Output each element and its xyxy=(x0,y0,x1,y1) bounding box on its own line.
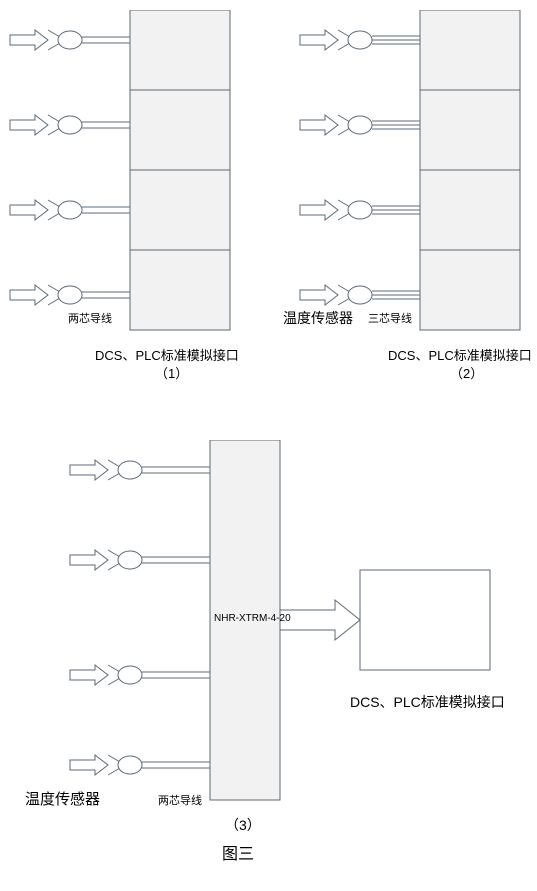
diagram-number: （1） xyxy=(155,363,188,382)
sensor-body xyxy=(58,31,82,49)
sensor-row xyxy=(300,30,420,50)
diagram-3 xyxy=(60,440,530,850)
caption: DCS、PLC标准模拟接口 xyxy=(388,345,532,364)
diagram-number: （3） xyxy=(225,815,261,835)
diagram-number: （2） xyxy=(450,363,483,382)
module-label: NHR-XTRM-4-20 xyxy=(214,613,291,624)
figure-label: 图三 xyxy=(222,840,254,864)
sensor-row xyxy=(70,550,210,570)
sensor-row xyxy=(10,115,130,135)
interface-block xyxy=(420,10,520,330)
output-arrow-icon xyxy=(280,600,360,640)
wire-label: 两芯导线 xyxy=(158,792,202,808)
sensor-label: 温度传感器 xyxy=(283,308,353,328)
interface-block xyxy=(130,10,230,330)
output-label: DCS、PLC标准模拟接口 xyxy=(350,692,505,712)
output-box xyxy=(360,570,490,670)
sensor-row xyxy=(10,30,130,50)
sensor-row xyxy=(10,200,130,220)
sensor-row xyxy=(70,460,210,480)
caption: DCS、PLC标准模拟接口 xyxy=(95,345,239,364)
sensor-row xyxy=(300,115,420,135)
sensor-row xyxy=(10,285,130,305)
sensor-row xyxy=(70,665,210,685)
wire-label: 两芯导线 xyxy=(68,310,112,326)
sensor-row xyxy=(70,755,210,775)
sensor-row xyxy=(300,285,420,305)
sensor-row xyxy=(300,200,420,220)
sensor-arrow-icon xyxy=(10,30,48,50)
sensor-label: 温度传感器 xyxy=(25,788,100,809)
wire-label: 三芯导线 xyxy=(368,310,412,326)
